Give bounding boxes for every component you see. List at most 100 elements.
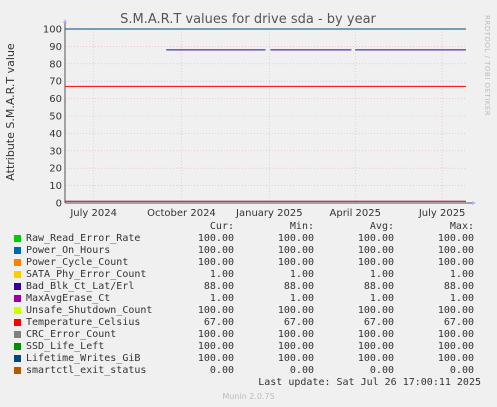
y-tick-label-3: 30 <box>49 146 62 157</box>
legend-name: MaxAvgErase_Ct <box>26 293 111 304</box>
legend-header-cur: Cur: <box>209 221 234 232</box>
legend-swatch <box>14 259 21 266</box>
legend-name: Unsafe_Shutdown_Count <box>26 305 153 316</box>
legend-avg: 100.00 <box>357 305 394 316</box>
legend-max: 100.00 <box>437 245 474 256</box>
legend-avg: 100.00 <box>357 329 394 340</box>
y-tick-label-7: 70 <box>49 77 62 88</box>
legend-cur: 100.00 <box>197 245 234 256</box>
legend-swatch <box>14 343 21 350</box>
legend-max: 100.00 <box>437 233 474 244</box>
legend-cur: 100.00 <box>197 233 234 244</box>
legend-max: 0.00 <box>449 365 474 376</box>
y-tick-label-10: 100 <box>43 25 62 36</box>
legend-name: Raw_Read_Error_Rate <box>26 233 141 244</box>
x-axis-arrow <box>472 201 476 205</box>
legend-cur: 67.00 <box>203 317 234 328</box>
legend-name: Bad_Blk_Ct_Lat/Erl <box>26 281 135 292</box>
legend-min: 67.00 <box>283 317 314 328</box>
legend-row-1: Power_On_Hours 100.00 100.00 100.00 100.00 <box>14 245 494 257</box>
munin-version: Munin 2.0.75 <box>222 392 275 401</box>
legend-avg: 100.00 <box>357 353 394 364</box>
legend-row-8: CRC_Error_Count 100.00 100.00 100.00 100.00 <box>14 329 494 341</box>
x-tick-label-1: October 2024 <box>147 208 216 219</box>
legend-row-9: SSD_Life_Left 100.00 100.00 100.00 100.00 <box>14 341 494 353</box>
legend-row-0: Raw_Read_Error_Rate 100.00 100.00 100.00 100… <box>14 233 494 245</box>
y-tick-label-9: 90 <box>49 42 62 53</box>
last-update: Last update: Sat Jul 26 17:00:11 2025 <box>258 377 481 388</box>
legend-row-2: Power_Cycle_Count 100.00 100.00 100.00 100.0… <box>14 257 494 269</box>
legend-swatch <box>14 331 21 338</box>
legend-min: 100.00 <box>277 341 314 352</box>
legend-name: Power_On_Hours <box>26 245 111 256</box>
y-axis-label: Attribute S.M.A.R.T value <box>4 43 17 181</box>
legend-max: 100.00 <box>437 257 474 268</box>
y-tick-labels: 0 10 20 30 40 50 60 70 80 90 100 <box>43 25 62 210</box>
axes <box>63 19 476 205</box>
legend-swatch <box>14 271 21 278</box>
legend-max: 88.00 <box>443 281 474 292</box>
legend-row-3: SATA_Phy_Error_Count 1.00 1.00 1.00 1.00 <box>14 269 494 281</box>
legend-max: 100.00 <box>437 341 474 352</box>
y-tick-label-6: 60 <box>49 94 62 105</box>
legend-max: 1.00 <box>449 293 474 304</box>
legend-row-5: MaxAvgErase_Ct 1.00 1.00 1.00 1.00 <box>14 293 494 305</box>
legend-avg: 0.00 <box>369 365 394 376</box>
legend-row-11: smartctl_exit_status 0.00 0.00 0.00 0.00 <box>14 365 494 377</box>
legend-min: 88.00 <box>283 281 314 292</box>
y-tick-label-1: 10 <box>49 181 62 192</box>
legend-max: 100.00 <box>437 305 474 316</box>
legend-swatch <box>14 247 21 254</box>
legend-max: 1.00 <box>449 269 474 280</box>
rrdtool-credit: RRDTOOL / TOBI OETIKER <box>483 15 491 116</box>
legend-header: Cur: Min: Avg: Max: <box>14 221 494 233</box>
legend-cur: 0.00 <box>209 365 234 376</box>
legend-avg: 100.00 <box>357 245 394 256</box>
legend-min: 100.00 <box>277 353 314 364</box>
legend-max: 67.00 <box>443 317 474 328</box>
legend-row-10: Lifetime_Writes_GiB 100.00 100.00 100.00 100… <box>14 353 494 365</box>
y-tick-label-8: 80 <box>49 59 62 70</box>
legend-header-min: Min: <box>289 221 314 232</box>
legend-min: 100.00 <box>277 305 314 316</box>
legend-name: Temperature_Celsius <box>26 317 141 328</box>
y-tick-label-4: 40 <box>49 129 62 140</box>
legend-name: smartctl_exit_status <box>26 365 147 376</box>
legend-avg: 100.00 <box>357 233 394 244</box>
legend-cur: 1.00 <box>209 269 234 280</box>
legend-swatch <box>14 295 21 302</box>
legend-name: Power_Cycle_Count <box>26 257 129 268</box>
legend-avg: 1.00 <box>369 293 394 304</box>
legend-cur: 100.00 <box>197 353 234 364</box>
legend-row-7: Temperature_Celsius 67.00 67.00 67.00 67.00 <box>14 317 494 329</box>
legend-cur: 88.00 <box>203 281 234 292</box>
y-tick-label-5: 50 <box>49 112 62 123</box>
legend-avg: 88.00 <box>363 281 394 292</box>
chart-title: S.M.A.R.T values for drive sda - by year <box>120 12 376 27</box>
legend-name: SATA_Phy_Error_Count <box>26 269 147 280</box>
legend-min: 100.00 <box>277 329 314 340</box>
legend-cur: 100.00 <box>197 341 234 352</box>
legend-avg: 100.00 <box>357 257 394 268</box>
x-tick-label-3: April 2025 <box>330 208 381 219</box>
legend-min: 1.00 <box>289 269 314 280</box>
y-axis-arrow <box>63 19 67 23</box>
legend-avg: 1.00 <box>369 269 394 280</box>
legend-max: 100.00 <box>437 329 474 340</box>
legend-row-4: Bad_Blk_Ct_Lat/Erl 88.00 88.00 88.00 88.00 <box>14 281 494 293</box>
x-tick-label-2: January 2025 <box>235 208 303 219</box>
legend-avg: 100.00 <box>357 341 394 352</box>
legend-header-max: Max: <box>449 221 474 232</box>
legend-min: 100.00 <box>277 245 314 256</box>
legend-min: 100.00 <box>277 257 314 268</box>
x-tick-label-0: July 2024 <box>69 208 117 219</box>
gridlines <box>65 28 466 204</box>
legend-name: Lifetime_Writes_GiB <box>26 353 141 364</box>
legend-swatch <box>14 235 21 242</box>
legend-cur: 1.00 <box>209 293 234 304</box>
legend-swatch <box>14 355 21 362</box>
legend-header-avg: Avg: <box>369 221 394 232</box>
chart: S.M.A.R.T values for drive sda - by year… <box>4 12 491 219</box>
legend-name: CRC_Error_Count <box>26 329 117 340</box>
legend-avg: 67.00 <box>363 317 394 328</box>
